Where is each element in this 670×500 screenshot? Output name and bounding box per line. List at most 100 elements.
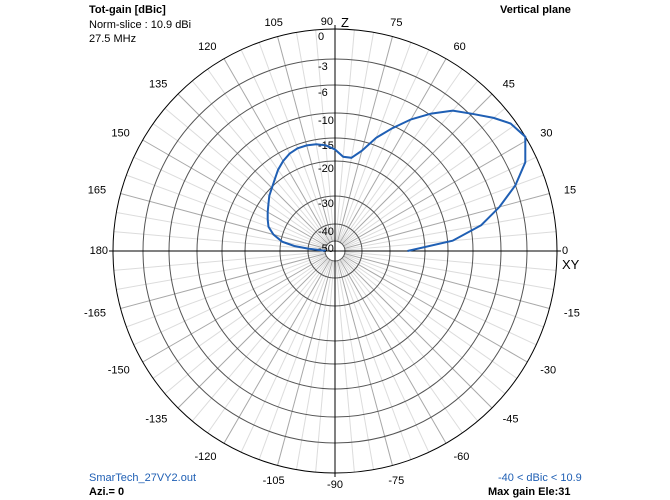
file-name-label: SmarTech_27VY2.out bbox=[89, 472, 197, 484]
angular-gridline bbox=[277, 260, 333, 466]
angular-gridline bbox=[344, 253, 544, 328]
z-axis-label: Z bbox=[341, 15, 349, 30]
angular-gridline bbox=[258, 260, 333, 460]
angular-tick-label: -75 bbox=[388, 475, 404, 487]
angular-gridline bbox=[339, 259, 447, 444]
radial-tick-label: -30 bbox=[318, 198, 334, 210]
angular-gridline bbox=[344, 252, 554, 291]
angular-gridline bbox=[335, 260, 355, 473]
angular-gridline bbox=[339, 58, 447, 243]
angular-gridline bbox=[223, 259, 331, 444]
angular-tick-label: 150 bbox=[111, 128, 129, 140]
angular-tick-label: -105 bbox=[263, 475, 285, 487]
angular-gridline bbox=[152, 256, 328, 379]
angular-gridline bbox=[240, 49, 332, 243]
chart-title: Tot-gain [dBic] bbox=[89, 4, 166, 16]
angular-gridline bbox=[126, 253, 326, 328]
angular-gridline bbox=[223, 58, 331, 243]
angular-gridline bbox=[343, 156, 537, 248]
angular-tick-label: -60 bbox=[454, 451, 470, 463]
angular-gridline bbox=[142, 139, 327, 247]
angular-gridline bbox=[177, 257, 329, 409]
angular-gridline bbox=[207, 68, 330, 244]
angular-gridline bbox=[258, 42, 333, 242]
angular-tick-label: 180 bbox=[90, 245, 108, 257]
angular-gridline bbox=[336, 260, 375, 470]
angular-gridline bbox=[295, 260, 334, 470]
angular-tick-label: -165 bbox=[84, 307, 106, 319]
frequency-label: 27.5 MHz bbox=[89, 33, 137, 45]
angular-gridline bbox=[207, 258, 330, 434]
radial-tick-label: -20 bbox=[318, 163, 334, 175]
angular-gridline bbox=[338, 259, 430, 453]
angular-gridline bbox=[191, 80, 329, 244]
radiation-pattern-curve bbox=[266, 109, 527, 252]
angular-gridline bbox=[126, 174, 326, 249]
angular-gridline bbox=[191, 258, 329, 422]
angular-tick-label: 30 bbox=[540, 128, 552, 140]
angular-gridline bbox=[342, 256, 518, 379]
angular-gridline bbox=[341, 258, 479, 422]
angular-tick-label: -30 bbox=[540, 365, 556, 377]
radial-tick-label: 0 bbox=[318, 31, 324, 43]
angular-tick-label: 15 bbox=[564, 185, 576, 197]
angular-tick-label: 165 bbox=[88, 185, 106, 197]
angular-gridline bbox=[342, 123, 518, 246]
angular-gridline bbox=[344, 193, 550, 249]
angular-gridline bbox=[340, 258, 463, 434]
radial-tick-label: -6 bbox=[318, 87, 328, 99]
angular-gridline bbox=[343, 139, 528, 247]
angular-gridline bbox=[338, 49, 430, 243]
angular-gridline bbox=[337, 260, 412, 460]
radial-tick-label: -10 bbox=[318, 115, 334, 127]
angular-gridline bbox=[133, 254, 327, 346]
max-gain-label: Max gain Ele:31 bbox=[488, 486, 571, 498]
angular-gridline bbox=[341, 80, 479, 244]
radial-tick-label: -3 bbox=[318, 61, 328, 73]
angular-gridline bbox=[335, 29, 355, 242]
angular-gridline bbox=[133, 156, 327, 248]
angular-gridline bbox=[164, 257, 328, 395]
angular-gridline bbox=[113, 251, 326, 271]
angular-tick-label: -120 bbox=[194, 451, 216, 463]
plane-label: Vertical plane bbox=[500, 4, 571, 16]
angular-gridline bbox=[342, 107, 506, 245]
angular-gridline bbox=[337, 260, 393, 466]
angular-gridline bbox=[315, 260, 335, 473]
angular-gridline bbox=[240, 259, 332, 453]
angular-tick-label: -15 bbox=[564, 307, 580, 319]
angular-gridline bbox=[177, 93, 329, 245]
angular-gridline bbox=[164, 107, 328, 245]
angular-gridline bbox=[113, 231, 326, 251]
angular-gridline bbox=[344, 251, 557, 271]
angular-gridline bbox=[142, 255, 327, 363]
angular-tick-label: 75 bbox=[390, 17, 402, 29]
angular-gridline bbox=[116, 252, 326, 291]
angular-gridline bbox=[120, 253, 326, 309]
angular-gridline bbox=[336, 32, 375, 242]
angular-gridline bbox=[295, 32, 334, 242]
db-range-label: -40 < dBic < 10.9 bbox=[498, 472, 582, 484]
azimuth-label: Azi.= 0 bbox=[89, 486, 125, 498]
angular-tick-label: -135 bbox=[145, 414, 167, 426]
angular-gridline bbox=[116, 211, 326, 250]
angular-tick-label: 135 bbox=[149, 78, 167, 90]
angular-gridline bbox=[120, 193, 326, 249]
angular-gridline bbox=[152, 123, 328, 246]
angular-gridline bbox=[341, 257, 493, 409]
angular-gridline bbox=[344, 174, 544, 249]
angular-gridline bbox=[343, 254, 537, 346]
polar-grid bbox=[109, 25, 561, 477]
angular-gridline bbox=[337, 42, 412, 242]
angular-gridline bbox=[277, 36, 333, 242]
angular-tick-label: 0 bbox=[562, 245, 568, 257]
angular-gridline bbox=[343, 255, 528, 363]
angular-tick-label: -90 bbox=[327, 479, 343, 491]
angular-tick-label: 60 bbox=[454, 41, 466, 53]
angular-tick-label: -45 bbox=[503, 414, 519, 426]
angular-gridline bbox=[341, 93, 493, 245]
angular-gridline bbox=[342, 257, 506, 395]
xy-axis-label: XY bbox=[562, 257, 580, 272]
